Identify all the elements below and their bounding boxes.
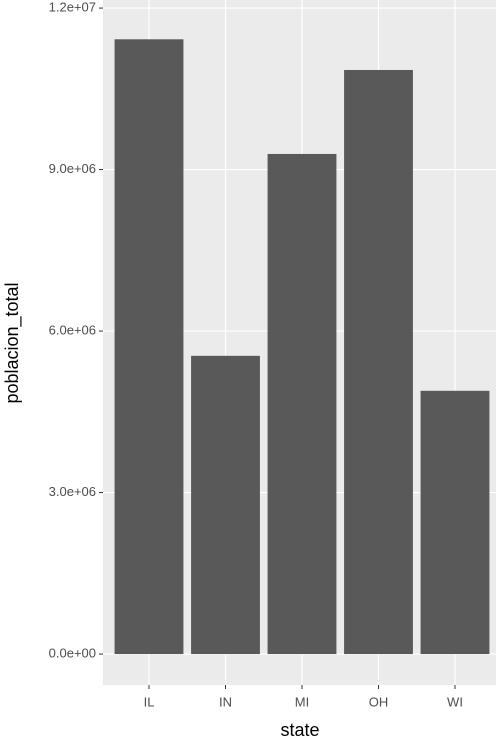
- y-tick-label: 3.0e+06: [49, 484, 96, 499]
- bar: [267, 153, 337, 655]
- x-tick-label: IN: [219, 694, 232, 709]
- bar: [420, 390, 490, 655]
- x-tick-label: OH: [369, 694, 389, 709]
- y-axis-title: poblacion_total: [2, 282, 23, 403]
- x-tick-label: WI: [447, 694, 463, 709]
- y-tick-label: 1.2e+07: [49, 0, 96, 15]
- y-tick-label: 9.0e+06: [49, 161, 96, 176]
- x-tick-label: MI: [295, 694, 309, 709]
- bar: [191, 355, 260, 655]
- bar: [344, 69, 413, 655]
- x-axis-title: state: [280, 720, 319, 740]
- bar: [114, 39, 184, 655]
- y-tick-label: 6.0e+06: [49, 322, 96, 337]
- x-tick-label: IL: [144, 694, 155, 709]
- y-tick-label: 0.0e+00: [49, 645, 96, 660]
